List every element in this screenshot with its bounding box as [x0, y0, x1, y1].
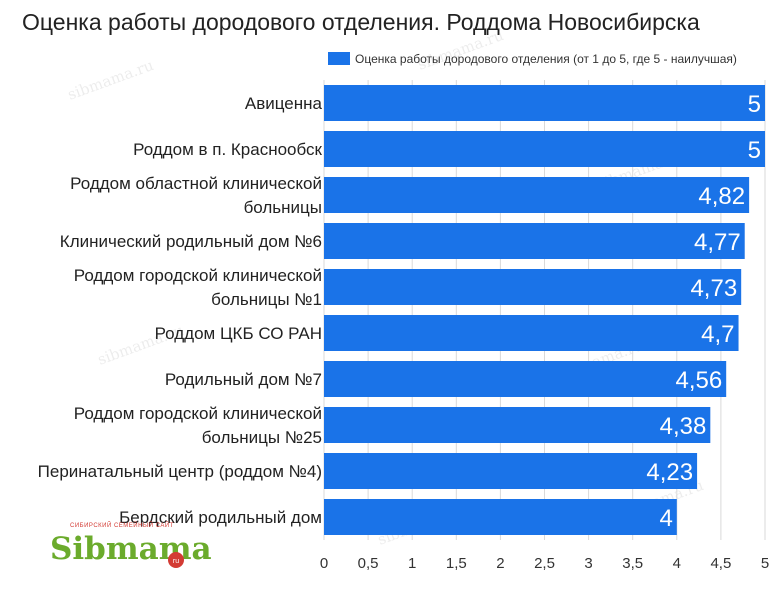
- category-label: Клинический родильный дом №6: [60, 232, 322, 251]
- category-label: Роддом ЦКБ СО РАН: [155, 324, 322, 343]
- category-label: Роддом областной клинической: [70, 174, 322, 193]
- x-tick-label: 3: [584, 555, 592, 572]
- category-label: Роддом городской клинической: [74, 266, 322, 285]
- bar: [324, 315, 739, 351]
- logo-dot-icon: [168, 552, 184, 568]
- legend: Оценка работы дородового отделения (от 1…: [328, 52, 737, 66]
- category-label: Роддом в п. Краснообск: [133, 140, 322, 159]
- bar-value-label: 4,23: [646, 459, 693, 486]
- x-tick-label: 1: [408, 555, 416, 572]
- x-tick-label: 5: [761, 555, 769, 572]
- category-label: Авиценна: [245, 94, 323, 113]
- bar: [324, 361, 727, 397]
- chart-title: Оценка работы дородового отделения. Родд…: [22, 9, 700, 35]
- category-label: Роддом городской клинической: [74, 404, 322, 423]
- bar-value-label: 4,82: [698, 183, 745, 210]
- legend-swatch: [328, 52, 350, 65]
- bar-value-label: 4,77: [694, 229, 741, 256]
- watermark-text: sibmama.ru: [65, 56, 156, 104]
- x-tick-label: 0: [320, 555, 328, 572]
- bar: [324, 453, 698, 489]
- category-labels: Авиценна Роддом в п. Краснообск Роддом обл…: [38, 94, 323, 527]
- x-tick-label: 0,5: [358, 555, 379, 572]
- bar-value-label: 4,73: [690, 275, 737, 302]
- category-label: больницы: [244, 198, 322, 217]
- category-label: Перинатальный центр (роддом №4): [38, 462, 322, 481]
- x-tick-label: 2,5: [534, 555, 555, 572]
- bar: [324, 223, 745, 259]
- bar: [324, 499, 677, 535]
- bar: [324, 269, 742, 305]
- logo-subtitle: СИБИРСКИЙ СЕМЕЙНЫЙ САЙТ: [70, 521, 174, 529]
- bar: [324, 177, 750, 213]
- bar-value-label: 4,38: [660, 413, 707, 440]
- category-label: больницы №25: [202, 428, 322, 447]
- x-tick-label: 3,5: [622, 555, 643, 572]
- bar-value-label: 4: [659, 505, 672, 532]
- sibmama-logo: СИБИРСКИЙ СЕМЕЙНЫЙ САЙТ Sibmama ru: [50, 521, 212, 568]
- bar-value-label: 5: [748, 137, 761, 164]
- bar: [324, 131, 765, 167]
- bar-value-label: 5: [748, 91, 761, 118]
- category-label: Бердский родильный дом: [119, 508, 322, 527]
- x-tick-label: 2: [496, 555, 504, 572]
- bar: [324, 85, 765, 121]
- x-tick-label: 1,5: [446, 555, 467, 572]
- category-label: больницы №1: [211, 290, 322, 309]
- category-label: Родильный дом №7: [165, 370, 322, 389]
- x-tick-label: 4,5: [710, 555, 731, 572]
- x-tick-label: 4: [673, 555, 681, 572]
- bar: [324, 407, 711, 443]
- bar-value-label: 4,7: [701, 321, 734, 348]
- legend-label: Оценка работы дородового отделения (от 1…: [355, 52, 737, 66]
- bars: 554,824,774,734,74,564,384,234: [324, 85, 765, 535]
- x-axis-ticks: 0 0,5 1 1,5 2 2,5 3 3,5 4 4,5 5: [320, 555, 769, 572]
- logo-tld: ru: [173, 558, 179, 565]
- bar-value-label: 4,56: [675, 367, 722, 394]
- logo-name: Sibmama: [50, 531, 212, 567]
